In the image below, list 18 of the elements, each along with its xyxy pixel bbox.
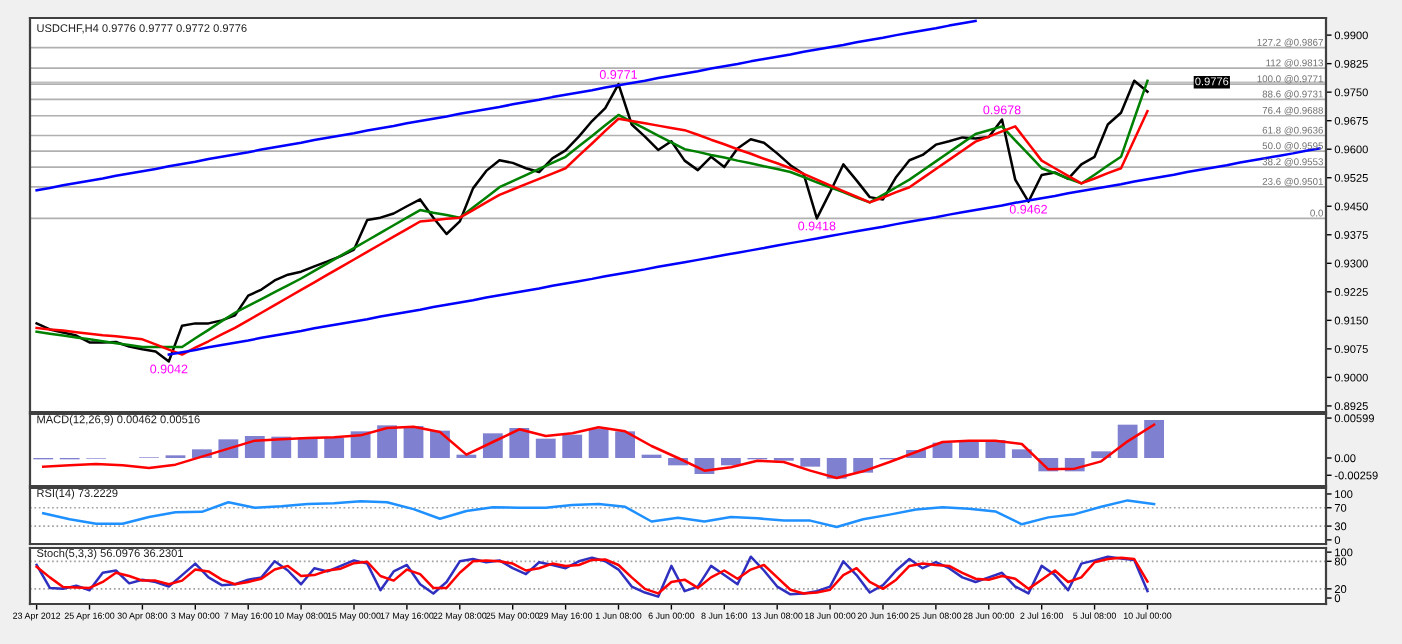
bar	[615, 431, 636, 458]
bar	[562, 434, 583, 458]
bar	[430, 430, 450, 458]
bar	[324, 438, 345, 458]
line-series	[41, 423, 1156, 480]
bar	[1011, 449, 1032, 458]
line-series	[167, 147, 1321, 356]
line-series	[35, 19, 977, 192]
bar	[535, 438, 556, 458]
bar	[1144, 420, 1164, 458]
line-series	[41, 499, 1156, 529]
bar	[800, 458, 821, 467]
bar	[720, 458, 741, 466]
bar	[350, 431, 371, 458]
bar	[377, 425, 397, 458]
bar	[588, 428, 609, 458]
bar	[1117, 424, 1138, 458]
bar	[509, 428, 530, 458]
